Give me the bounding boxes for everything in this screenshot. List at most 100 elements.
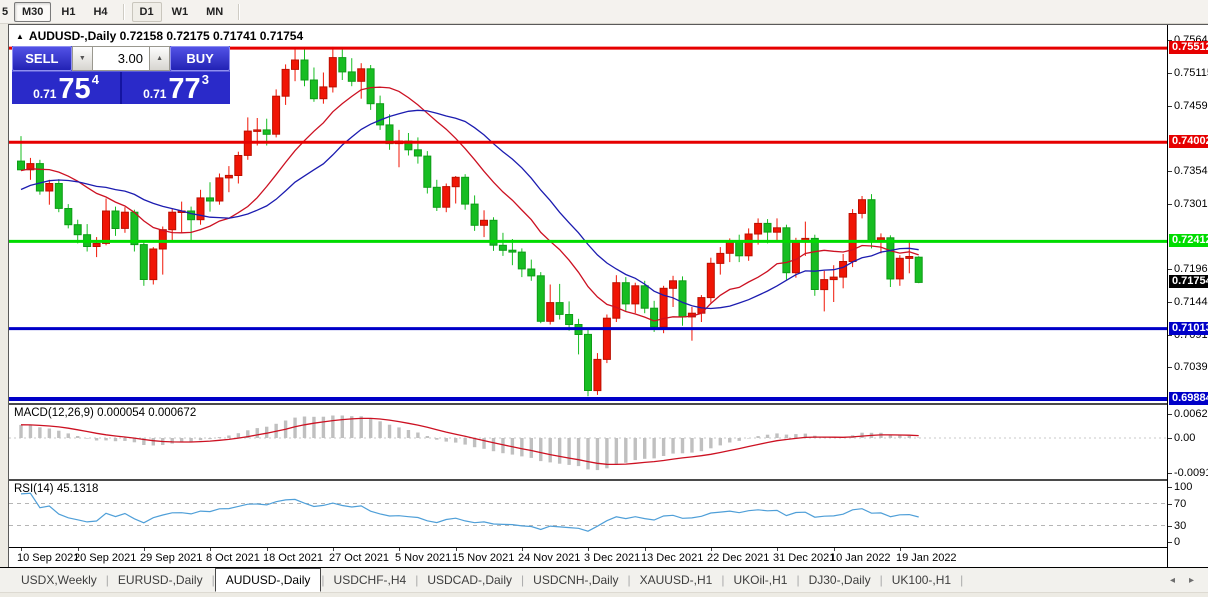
collapse-arrow-icon[interactable]: ▲: [16, 32, 24, 41]
spin-down-icon: ▼: [78, 55, 86, 62]
chart-ohlc-values: 0.72158 0.72175 0.71741 0.71754: [119, 29, 304, 43]
chart-tab-xauusd-h1[interactable]: XAUUSD-,H1: [639, 573, 713, 587]
candle-body: [848, 213, 857, 262]
date-tick-mark: [210, 548, 211, 551]
axis-tick-mark: [1168, 526, 1172, 527]
chart-bottom-border: [9, 547, 1167, 548]
date-axis-label: 3 Dec 2021: [584, 552, 641, 564]
date-tick-mark: [900, 548, 901, 551]
candle-body: [413, 149, 422, 157]
price-level-badge-0.71013: 0.71013: [1169, 322, 1208, 335]
date-axis-label: 24 Nov 2021: [518, 552, 581, 564]
rsi-indicator-panel[interactable]: RSI(14) 45.1318: [9, 481, 1167, 547]
buy-price-big-digits: 77: [168, 73, 201, 105]
timeframe-button-h4[interactable]: H4: [93, 5, 108, 18]
candle-body: [338, 57, 347, 73]
candle-body: [54, 183, 63, 209]
chart-tab-eurusd-daily[interactable]: EURUSD-,Daily: [117, 573, 203, 587]
axis-tick-mark: [1168, 302, 1172, 303]
toolbar-separator: [238, 3, 241, 20]
candle-body: [376, 103, 385, 126]
buy-button[interactable]: BUY: [170, 46, 230, 71]
sell-price-pip-digit: 4: [91, 72, 99, 87]
axis-tick-mark: [1168, 335, 1172, 336]
sell-button[interactable]: SELL: [12, 46, 72, 71]
timeframe-toolbar: 5 M30 H1 H4 D1 W1 MN: [0, 0, 1208, 24]
timeframe-button-5[interactable]: 5: [2, 5, 9, 18]
current-price-badge: 0.71754: [1169, 275, 1208, 288]
candle-body: [536, 275, 545, 322]
candle-body: [905, 256, 914, 259]
candle-body: [480, 219, 488, 226]
price-axis-label: 0: [1174, 536, 1181, 548]
rsi-label: RSI(14) 45.1318: [14, 483, 99, 495]
date-tick-mark: [645, 548, 646, 551]
tab-separator: |: [879, 573, 883, 587]
candle-body: [886, 237, 895, 280]
candle-body: [612, 282, 621, 319]
timeframe-button-h1[interactable]: H1: [61, 5, 76, 18]
chart-window: ▲ AUDUSD-,Daily 0.72158 0.72175 0.71741 0…: [8, 24, 1208, 567]
tab-scroll-left-icon[interactable]: ◂: [1169, 574, 1175, 586]
date-tick-mark: [399, 548, 400, 551]
date-axis-label: 10 Jan 2022: [830, 552, 891, 564]
chart-tab-dj30-daily[interactable]: DJ30-,Daily: [808, 573, 871, 587]
chart-tab-uk100-h1[interactable]: UK100-,H1: [891, 573, 952, 587]
macd-indicator-panel[interactable]: MACD(12,26,9) 0.000054 0.000672: [9, 405, 1167, 479]
tab-separator: |: [721, 573, 725, 587]
price-level-badge-0.75512: 0.75512: [1169, 41, 1208, 54]
timeframe-button-mn[interactable]: MN: [206, 5, 224, 18]
candle-body: [281, 68, 290, 97]
candle-body: [319, 86, 328, 100]
one-click-trade-panel: SELL ▼ 3.00 ▲ BUY 0.71 75 4 0.71 77: [12, 46, 230, 104]
candle-body: [593, 358, 602, 392]
chart-tab-usdchf-h4[interactable]: USDCHF-,H4: [333, 573, 407, 587]
candle-body: [357, 68, 366, 82]
candle-body: [584, 333, 592, 391]
timeframe-button-d1[interactable]: D1: [131, 1, 162, 22]
panel-separator[interactable]: [9, 479, 1167, 481]
chart-tab-usdcad-daily[interactable]: USDCAD-,Daily: [427, 573, 513, 587]
price-axis-label: 70: [1174, 498, 1187, 510]
candle-body: [187, 210, 196, 221]
candle-body: [45, 183, 54, 192]
candle-body: [26, 163, 35, 171]
chart-tab-usdcnh-daily[interactable]: USDCNH-,Daily: [533, 573, 619, 587]
tab-scroll-right-icon[interactable]: ▸: [1188, 574, 1194, 586]
axis-tick-mark: [1168, 487, 1172, 488]
candle-body: [470, 203, 479, 226]
date-tick-mark: [777, 548, 778, 551]
chart-tab-usdx-weekly[interactable]: USDX,Weekly: [21, 573, 97, 587]
date-axis-label: 19 Jan 2022: [896, 552, 957, 564]
volume-increase-button[interactable]: ▲: [149, 46, 171, 71]
chart-tab-audusd-daily[interactable]: AUDUSD-,Daily: [214, 567, 322, 592]
candle-body: [451, 176, 460, 188]
price-chart-panel[interactable]: ▲ AUDUSD-,Daily 0.72158 0.72175 0.71741 0…: [9, 25, 1167, 403]
timeframe-button-m30[interactable]: M30: [14, 1, 52, 22]
timeframe-button-w1[interactable]: W1: [171, 5, 189, 18]
buy-price[interactable]: 0.71 77 3: [122, 72, 230, 104]
candle-body: [602, 317, 611, 360]
candle-body: [64, 208, 73, 226]
panel-separator[interactable]: [9, 403, 1167, 405]
volume-input[interactable]: 3.00: [92, 46, 150, 71]
date-tick-mark: [78, 548, 79, 551]
axis-tick-mark: [1168, 438, 1172, 439]
spin-up-icon: ▲: [156, 55, 164, 62]
chart-tab-bar: USDX,Weekly | EURUSD-,Daily | AUDUSD-,Daily |…: [0, 567, 1208, 593]
tab-separator: |: [796, 573, 800, 587]
price-axis: 0.756400.751150.745900.735400.730150.719…: [1167, 25, 1208, 567]
sell-price-prefix: 0.71: [33, 87, 57, 101]
volume-decrease-button[interactable]: ▼: [71, 46, 93, 71]
sell-price[interactable]: 0.71 75 4: [12, 72, 120, 104]
tab-separator: |: [415, 573, 419, 587]
candle-body: [92, 242, 101, 247]
trade-panel-prices-row: 0.71 75 4 0.71 77 3: [12, 72, 230, 104]
date-axis: 10 Sep 2021 20 Sep 2021 29 Sep 2021 8 Oct 2…: [9, 548, 1167, 567]
axis-tick-mark: [1168, 542, 1172, 543]
candle-body: [215, 177, 224, 202]
chart-tab-ukoil-h1[interactable]: UKOil-,H1: [733, 573, 788, 587]
axis-tick-mark: [1168, 40, 1172, 41]
